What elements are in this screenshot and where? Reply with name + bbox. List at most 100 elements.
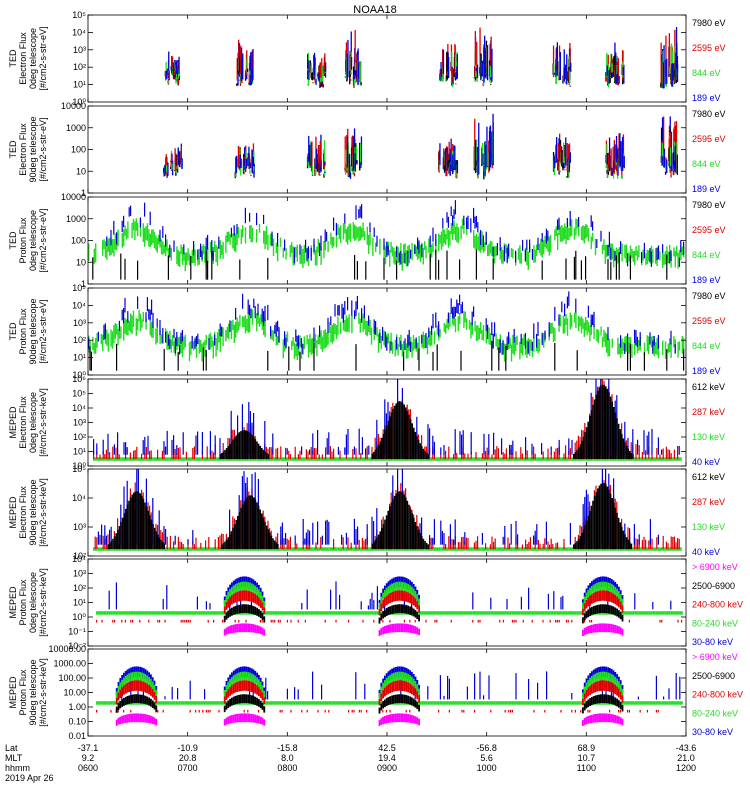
data-mark bbox=[324, 241, 326, 251]
data-mark bbox=[558, 171, 560, 175]
data-mark bbox=[340, 611, 343, 615]
data-mark bbox=[256, 677, 258, 686]
data-mark bbox=[359, 226, 361, 241]
data-mark bbox=[589, 595, 591, 605]
data-mark bbox=[641, 452, 643, 460]
data-mark bbox=[613, 58, 615, 77]
data-mark bbox=[425, 619, 427, 623]
data-mark bbox=[616, 588, 618, 597]
data-mark bbox=[454, 69, 457, 81]
data-mark bbox=[247, 680, 249, 692]
data-mark bbox=[178, 701, 181, 705]
data-mark bbox=[509, 457, 511, 461]
data-mark bbox=[95, 338, 97, 354]
data-mark bbox=[371, 446, 373, 459]
data-mark bbox=[220, 611, 222, 615]
data-mark bbox=[510, 444, 512, 455]
data-mark bbox=[432, 611, 435, 615]
data-mark bbox=[678, 538, 680, 549]
data-mark bbox=[312, 522, 314, 545]
data-mark bbox=[550, 446, 552, 455]
data-mark bbox=[502, 611, 505, 615]
data-mark bbox=[505, 448, 507, 460]
data-mark bbox=[394, 590, 397, 602]
data-mark bbox=[297, 611, 300, 615]
data-mark bbox=[464, 457, 466, 461]
data-mark bbox=[144, 682, 147, 693]
data-mark bbox=[605, 581, 608, 591]
data-mark bbox=[441, 457, 444, 461]
data-mark bbox=[624, 523, 626, 545]
data-mark bbox=[659, 454, 661, 460]
data-mark bbox=[552, 547, 554, 551]
data-mark bbox=[680, 249, 682, 261]
data-mark bbox=[200, 339, 202, 353]
data-mark bbox=[656, 457, 658, 461]
data-mark bbox=[229, 234, 231, 245]
data-mark bbox=[369, 457, 372, 461]
data-mark bbox=[129, 452, 131, 460]
data-mark bbox=[204, 246, 206, 263]
data-mark bbox=[315, 66, 317, 82]
data-mark bbox=[208, 547, 210, 551]
data-mark bbox=[461, 218, 464, 229]
data-mark bbox=[155, 328, 157, 345]
data-mark bbox=[188, 253, 191, 266]
data-mark bbox=[553, 64, 555, 76]
data-mark bbox=[645, 450, 647, 459]
legend-entry: 2595 eV bbox=[692, 134, 726, 144]
data-mark bbox=[485, 547, 487, 551]
y-axis-label-line: MEPED bbox=[8, 496, 18, 529]
data-mark bbox=[106, 611, 109, 615]
data-mark bbox=[233, 437, 236, 459]
data-mark bbox=[167, 248, 170, 262]
data-mark bbox=[675, 547, 677, 551]
data-mark bbox=[385, 595, 388, 605]
data-mark bbox=[137, 318, 139, 331]
data-mark bbox=[608, 231, 610, 248]
data-mark bbox=[264, 421, 266, 455]
data-mark bbox=[247, 709, 249, 713]
data-mark bbox=[204, 701, 206, 705]
data-mark bbox=[132, 694, 134, 704]
legend-entry: 844 eV bbox=[692, 159, 721, 169]
data-mark bbox=[496, 446, 498, 460]
data-mark bbox=[288, 450, 290, 459]
data-mark bbox=[543, 239, 545, 254]
data-mark bbox=[513, 328, 515, 344]
data-mark bbox=[393, 605, 395, 614]
data-mark bbox=[238, 164, 241, 168]
data-mark bbox=[167, 334, 169, 346]
data-mark bbox=[618, 252, 620, 280]
data-mark bbox=[102, 439, 104, 455]
data-mark bbox=[144, 611, 147, 615]
data-mark bbox=[322, 611, 325, 615]
data-mark bbox=[131, 547, 133, 551]
data-mark bbox=[171, 67, 173, 75]
data-mark bbox=[286, 611, 289, 615]
data-mark bbox=[288, 457, 290, 461]
data-mark bbox=[326, 332, 328, 348]
data-mark bbox=[598, 547, 601, 551]
data-mark bbox=[409, 585, 411, 594]
data-mark bbox=[139, 547, 141, 551]
data-mark bbox=[417, 243, 419, 260]
data-mark bbox=[609, 591, 611, 602]
data-mark bbox=[234, 714, 237, 723]
data-mark bbox=[664, 171, 667, 175]
data-mark bbox=[401, 253, 403, 271]
data-mark bbox=[289, 457, 292, 461]
data-mark bbox=[241, 623, 244, 633]
data-mark bbox=[457, 542, 459, 550]
data-mark bbox=[678, 249, 681, 259]
data-mark bbox=[142, 223, 144, 243]
data-mark bbox=[345, 229, 347, 243]
data-mark bbox=[610, 605, 613, 615]
data-mark bbox=[176, 457, 178, 461]
data-mark bbox=[131, 222, 133, 239]
data-mark bbox=[611, 243, 613, 260]
data-mark bbox=[645, 457, 647, 461]
data-mark bbox=[448, 611, 451, 615]
data-mark bbox=[383, 238, 385, 250]
